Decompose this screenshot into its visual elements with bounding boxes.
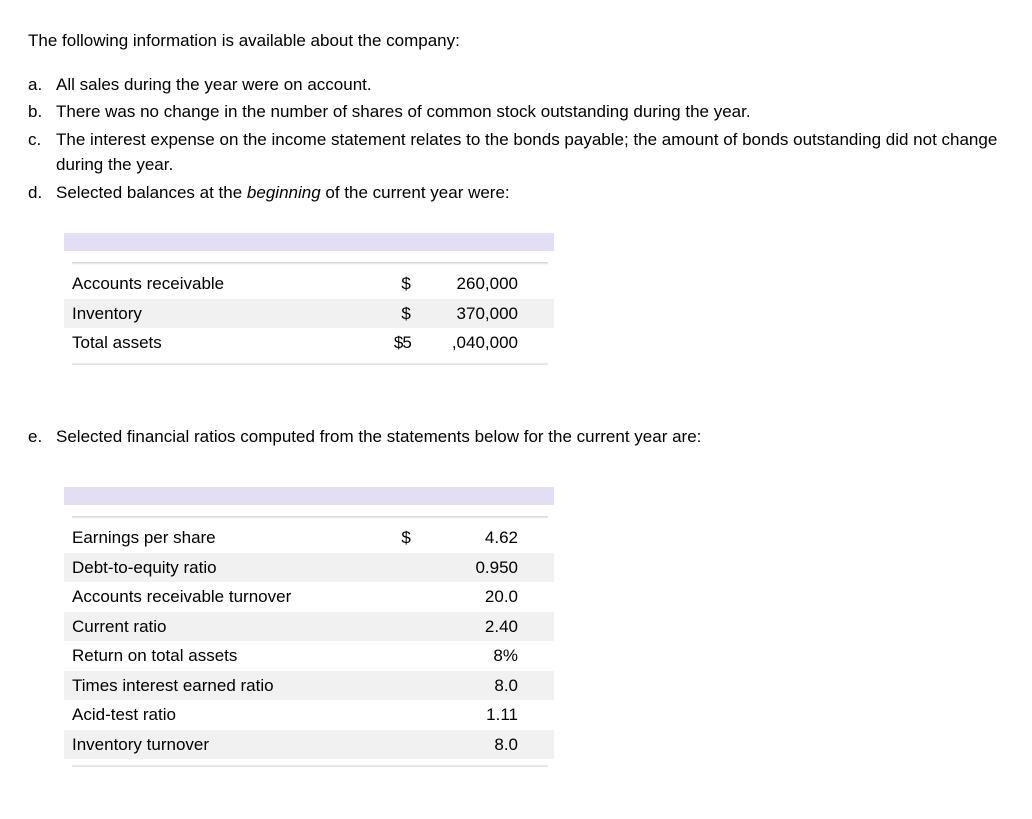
- marker-d: d.: [28, 180, 56, 206]
- cell-curr: $: [368, 523, 417, 553]
- cell-val: 260,000: [417, 269, 554, 299]
- cell-val: 2.40: [417, 612, 554, 642]
- cell-label: Debt-to-equity ratio: [64, 553, 368, 583]
- table-row: Total assets $5 ,040,000: [64, 328, 554, 358]
- cell-val: 370,000: [417, 299, 554, 329]
- table-row: Accounts receivable turnover 20.0: [64, 582, 554, 612]
- table-row: Acid-test ratio 1.11: [64, 700, 554, 730]
- cell-val: 20.0: [417, 582, 554, 612]
- cell-curr: [368, 730, 417, 760]
- cell-val: 1.11: [417, 700, 554, 730]
- balances-table: Accounts receivable $ 260,000 Inventory …: [64, 233, 554, 376]
- table-row: Accounts receivable $ 260,000: [64, 269, 554, 299]
- table-header-row: [64, 487, 554, 505]
- intro-text: The following information is available a…: [28, 28, 1004, 54]
- table-footer-shadow: [64, 759, 554, 777]
- cell-curr: [368, 671, 417, 701]
- cell-curr: [368, 553, 417, 583]
- table-footer-shadow: [64, 358, 554, 376]
- cell-label: Times interest earned ratio: [64, 671, 368, 701]
- text-b: There was no change in the number of sha…: [56, 99, 1004, 125]
- table-row: Inventory $ 370,000: [64, 299, 554, 329]
- cell-val: 8.0: [417, 671, 554, 701]
- table-row: Times interest earned ratio 8.0: [64, 671, 554, 701]
- cell-curr: [368, 612, 417, 642]
- table-row: Return on total assets 8%: [64, 641, 554, 671]
- list-item-c: c. The interest expense on the income st…: [28, 127, 1004, 178]
- cell-label: Earnings per share: [64, 523, 368, 553]
- list-item-b: b. There was no change in the number of …: [28, 99, 1004, 125]
- ratios-table: Earnings per share $ 4.62 Debt-to-equity…: [64, 487, 554, 777]
- text-e: Selected financial ratios computed from …: [56, 424, 1004, 450]
- info-list-e: e. Selected financial ratios computed fr…: [28, 424, 1004, 450]
- cell-label: Accounts receivable: [64, 269, 368, 299]
- text-d-italic: beginning: [247, 183, 321, 202]
- cell-label: Total assets: [64, 328, 368, 358]
- cell-val: 8%: [417, 641, 554, 671]
- cell-label: Accounts receivable turnover: [64, 582, 368, 612]
- list-item-a: a. All sales during the year were on acc…: [28, 72, 1004, 98]
- cell-curr: [368, 700, 417, 730]
- table-row: Current ratio 2.40: [64, 612, 554, 642]
- table-spacer-row: [64, 505, 554, 523]
- marker-b: b.: [28, 99, 56, 125]
- text-d: Selected balances at the beginning of th…: [56, 180, 1004, 206]
- cell-label: Return on total assets: [64, 641, 368, 671]
- balances-table-wrap: Accounts receivable $ 260,000 Inventory …: [64, 233, 554, 376]
- text-c: The interest expense on the income state…: [56, 127, 1004, 178]
- info-list: a. All sales during the year were on acc…: [28, 72, 1004, 206]
- cell-curr: $: [368, 269, 417, 299]
- table-spacer-row: [64, 251, 554, 269]
- ratios-table-wrap: Earnings per share $ 4.62 Debt-to-equity…: [64, 487, 554, 777]
- cell-label: Acid-test ratio: [64, 700, 368, 730]
- cell-val: 4.62: [417, 523, 554, 553]
- list-item-e: e. Selected financial ratios computed fr…: [28, 424, 1004, 450]
- text-d-suffix: of the current year were:: [321, 183, 510, 202]
- cell-label: Inventory turnover: [64, 730, 368, 760]
- marker-e: e.: [28, 424, 56, 450]
- cell-val: ,040,000: [417, 328, 554, 358]
- cell-label: Inventory: [64, 299, 368, 329]
- section-e: e. Selected financial ratios computed fr…: [28, 424, 1004, 778]
- list-item-d: d. Selected balances at the beginning of…: [28, 180, 1004, 206]
- marker-a: a.: [28, 72, 56, 98]
- cell-val: 8.0: [417, 730, 554, 760]
- cell-label: Current ratio: [64, 612, 368, 642]
- cell-curr: $5: [368, 328, 417, 358]
- text-d-prefix: Selected balances at the: [56, 183, 247, 202]
- table-row: Debt-to-equity ratio 0.950: [64, 553, 554, 583]
- text-a: All sales during the year were on accoun…: [56, 72, 1004, 98]
- marker-c: c.: [28, 127, 56, 178]
- table-row: Inventory turnover 8.0: [64, 730, 554, 760]
- cell-curr: [368, 641, 417, 671]
- cell-curr: [368, 582, 417, 612]
- cell-val: 0.950: [417, 553, 554, 583]
- table-header-row: [64, 233, 554, 251]
- table-row: Earnings per share $ 4.62: [64, 523, 554, 553]
- cell-curr: $: [368, 299, 417, 329]
